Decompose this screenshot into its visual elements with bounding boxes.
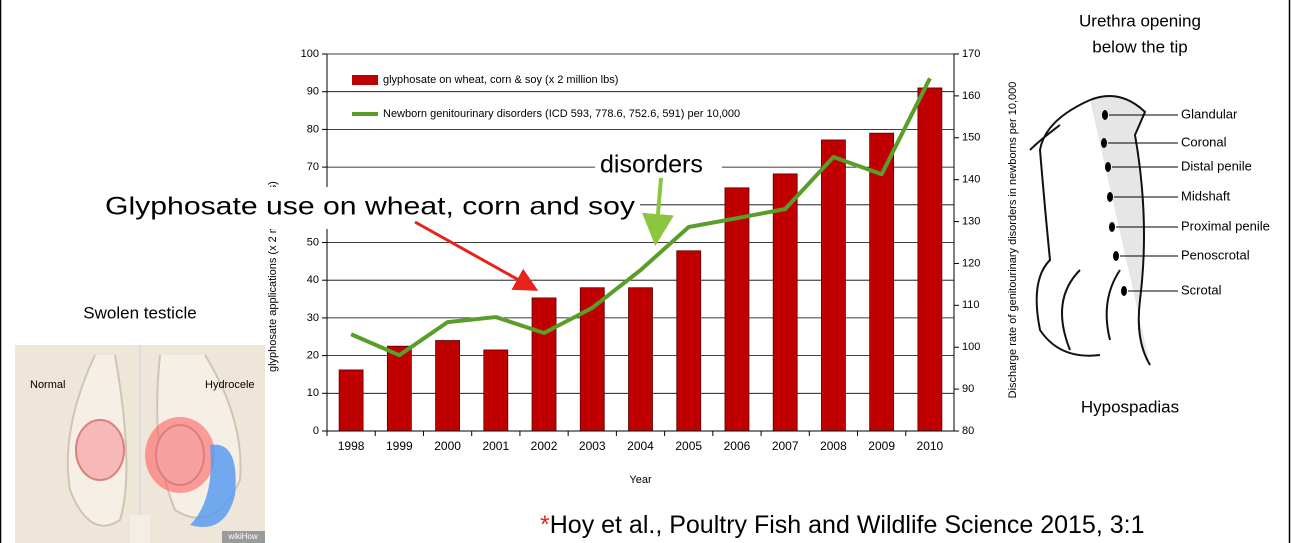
image-label: Hydrocele (205, 379, 255, 391)
image-label: Proximal penile (1181, 218, 1270, 233)
x-tick-label: 1999 (386, 439, 413, 453)
legend-label: glyphosate on wheat, corn & soy (x 2 mil… (383, 74, 618, 86)
bar (628, 287, 653, 432)
testicle-image (15, 345, 265, 543)
bar (676, 250, 702, 432)
x-tick-label: 2002 (531, 439, 558, 453)
y2-tick-label: 140 (962, 174, 980, 186)
bar (724, 187, 750, 432)
y-tick-label: 40 (307, 274, 319, 286)
arrow (414, 220, 539, 291)
image-label: Midshaft (1181, 188, 1231, 203)
citation: *Hoy et al., Poultry Fish and Wildlife S… (540, 511, 1144, 539)
legend-swatch (352, 75, 378, 85)
y-tick-label: 30 (307, 312, 319, 324)
citation-text: Hoy et al., Poultry Fish and Wildlife Sc… (550, 511, 1145, 539)
chart: 0102030405060708090100809010011012013014… (267, 48, 1019, 486)
image-label: Distal penile (1181, 158, 1252, 173)
bar (869, 132, 895, 432)
x-tick-label: 2006 (724, 439, 751, 453)
x-tick-label: 2000 (434, 439, 461, 453)
image-caption: below the tip (1092, 37, 1187, 56)
y2-tick-label: 90 (962, 383, 974, 395)
y2-tick-label: 80 (962, 425, 974, 437)
y2-tick-label: 150 (962, 132, 980, 144)
marker-dot (1101, 138, 1107, 148)
image-caption: Swolen testicle (83, 303, 196, 322)
marker-dot (1105, 162, 1111, 172)
marker-dot (1121, 286, 1127, 296)
x-tick-label: 2004 (627, 439, 654, 453)
y2-tick-label: 170 (962, 48, 980, 60)
x-tick-label: 2009 (868, 439, 895, 453)
marker-dot (1107, 192, 1113, 202)
annotation: Glyphosate use on wheat, corn and soy (105, 193, 636, 221)
image-label: Normal (30, 379, 65, 391)
bar (435, 340, 460, 432)
y-tick-label: 100 (301, 48, 319, 60)
image-caption: Urethra opening (1079, 11, 1201, 30)
y-tick-label: 90 (307, 86, 319, 98)
x-tick-label: 2003 (579, 439, 606, 453)
bar (531, 297, 557, 432)
bar (483, 349, 509, 432)
y2-tick-label: 120 (962, 257, 980, 269)
line (350, 77, 932, 358)
y2-tick-label: 130 (962, 215, 980, 227)
arrow (642, 177, 674, 246)
x-tick-label: 2007 (772, 439, 799, 453)
image-label: Glandular (1181, 106, 1238, 121)
y2-tick-label: 160 (962, 90, 980, 102)
y2-tick-label: 110 (962, 299, 980, 311)
legend-label: Newborn genitourinary disorders (ICD 593… (383, 108, 740, 120)
bar (386, 345, 412, 432)
image-label: Scrotal (1181, 282, 1222, 297)
x-tick-label: 2008 (820, 439, 847, 453)
y-tick-label: 50 (307, 236, 319, 248)
y-tick-label: 0 (313, 425, 319, 437)
bar (772, 173, 798, 432)
y2-tick-label: 100 (962, 341, 980, 353)
bar (917, 87, 943, 432)
citation-marker: * (540, 511, 550, 539)
image-label: Coronal (1181, 134, 1227, 149)
bar (821, 139, 846, 432)
image-title: Hypospadias (1081, 397, 1179, 416)
x-tick-label: 2010 (917, 439, 944, 453)
hypospadias-image (1029, 95, 1151, 366)
y2-axis-label: Discharge rate of genitourinary disorder… (1007, 82, 1019, 399)
image-label: Penoscrotal (1181, 247, 1250, 262)
x-tick-label: 2005 (675, 439, 702, 453)
marker-dot (1102, 110, 1108, 120)
y-tick-label: 70 (307, 161, 319, 173)
bar (338, 369, 364, 432)
y-tick-label: 80 (307, 123, 319, 135)
y-tick-label: 20 (307, 350, 319, 362)
marker-dot (1109, 222, 1115, 232)
y-tick-label: 10 (307, 387, 319, 399)
x-tick-label: 2001 (482, 439, 509, 453)
x-tick-label: 1998 (338, 439, 365, 453)
image-source: wikiHow (227, 532, 258, 541)
annotation-box (100, 187, 640, 229)
x-axis-label: Year (629, 474, 652, 486)
annotation: disorders (600, 151, 703, 179)
hypospadias-labels: Glandular Coronal Distal penile Midshaft Pro… (1101, 106, 1270, 297)
marker-dot (1113, 251, 1119, 261)
